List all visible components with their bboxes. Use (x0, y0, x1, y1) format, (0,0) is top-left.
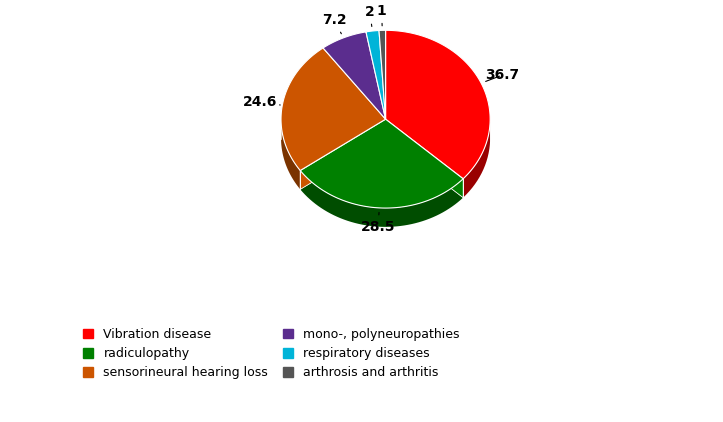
Polygon shape (300, 119, 385, 189)
Polygon shape (385, 119, 463, 197)
Polygon shape (281, 48, 385, 170)
Polygon shape (463, 122, 490, 197)
Text: 28.5: 28.5 (361, 212, 395, 235)
Polygon shape (366, 30, 385, 119)
Polygon shape (379, 30, 385, 119)
Text: 24.6: 24.6 (242, 95, 281, 109)
Polygon shape (300, 119, 385, 189)
Polygon shape (385, 30, 490, 179)
Text: 1: 1 (377, 4, 387, 26)
Text: 7.2: 7.2 (322, 13, 346, 34)
Legend: Vibration disease, radiculopathy, sensorineural hearing loss, mono-, polyneuropa: Vibration disease, radiculopathy, sensor… (83, 328, 460, 379)
Polygon shape (300, 170, 463, 227)
Polygon shape (385, 119, 463, 197)
Polygon shape (281, 121, 300, 189)
Polygon shape (323, 32, 385, 119)
Text: 2: 2 (364, 5, 375, 27)
Polygon shape (300, 119, 463, 208)
Text: 36.7: 36.7 (485, 68, 519, 82)
